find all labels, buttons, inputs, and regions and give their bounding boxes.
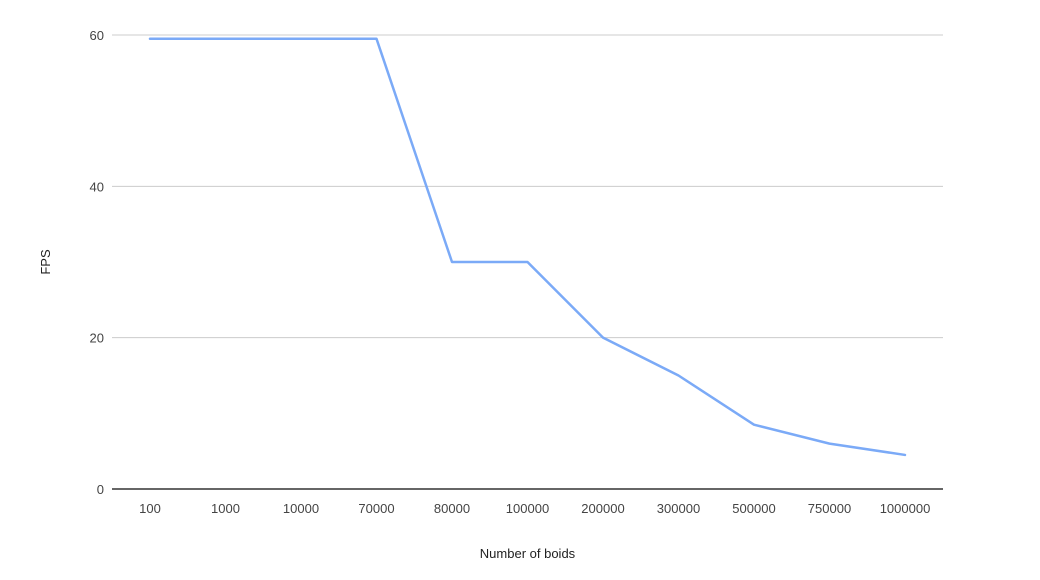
x-tick-label: 1000 [211,501,240,516]
x-axis-title: Number of boids [480,546,576,561]
x-tick-label: 100000 [506,501,549,516]
x-tick-label: 750000 [808,501,851,516]
x-axis-ticks: 100 1000 10000 70000 80000 100000 200000 300000… [139,501,930,516]
y-tick-label: 60 [90,28,104,43]
y-axis-ticks: 0 20 40 60 [90,28,104,497]
series-line [148,37,907,457]
x-tick-label: 70000 [358,501,394,516]
y-tick-label: 40 [90,179,104,194]
series-layer [148,37,907,457]
x-tick-label: 100 [139,501,161,516]
x-tick-label: 80000 [434,501,470,516]
x-tick-label: 200000 [581,501,624,516]
y-tick-label: 0 [97,482,104,497]
x-tick-label: 10000 [283,501,319,516]
y-tick-label: 20 [90,331,104,346]
x-tick-label: 500000 [732,501,775,516]
x-tick-label: 300000 [657,501,700,516]
x-tick-label: 1000000 [880,501,931,516]
gridlines [112,34,943,339]
y-axis-title: FPS [38,249,53,275]
